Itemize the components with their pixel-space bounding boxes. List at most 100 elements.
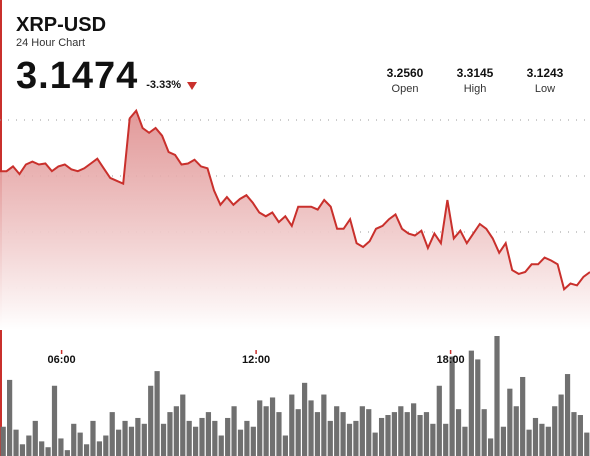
- stat-low: 3.1243 Low: [510, 66, 580, 95]
- stat-high: 3.3145 High: [440, 66, 510, 95]
- volume-bar: [148, 385, 154, 456]
- volume-bar: [500, 426, 507, 456]
- volume-bar: [487, 438, 494, 456]
- volume-bar: [372, 432, 378, 456]
- volume-bar: [180, 394, 186, 456]
- volume-bar: [449, 356, 455, 456]
- volume-bar: [334, 406, 340, 456]
- volume-bar: [186, 420, 192, 456]
- volume-bar: [378, 417, 385, 456]
- volume-bar: [192, 426, 199, 456]
- volume-bar: [83, 444, 90, 456]
- current-price: 3.1474: [16, 55, 139, 97]
- price-row: 3.1474 -3.33%: [16, 55, 198, 97]
- volume-bar: [584, 432, 590, 456]
- volume-bar: [122, 420, 128, 456]
- volume-bar: [282, 435, 288, 456]
- volume-bar: [58, 438, 64, 456]
- volume-bar: [532, 417, 539, 456]
- down-triangle-icon: [187, 82, 198, 90]
- volume-bars: [0, 336, 590, 456]
- volume-bar: [526, 429, 532, 456]
- volume-bar: [404, 412, 410, 456]
- volume-bar: [160, 423, 167, 456]
- volume-bar: [77, 432, 83, 456]
- volume-bar: [436, 385, 442, 456]
- volume-bar: [302, 382, 308, 456]
- volume-bar: [391, 412, 398, 456]
- volume-bar: [552, 406, 558, 456]
- volume-bar: [308, 400, 314, 456]
- volume-bar: [225, 417, 231, 456]
- volume-bar: [116, 429, 122, 456]
- volume-bar: [411, 403, 417, 456]
- volume-bar: [96, 441, 103, 456]
- volume-bar: [513, 406, 519, 456]
- volume-bar: [19, 444, 26, 456]
- volume-bar: [340, 412, 346, 456]
- x-tick-label: 18:00: [437, 354, 465, 366]
- volume-bar: [269, 397, 276, 456]
- volume-bar: [231, 406, 237, 456]
- volume-bar: [443, 423, 449, 456]
- stat-open-value: 3.2560: [386, 66, 424, 80]
- volume-bar: [430, 423, 436, 456]
- volume-bar: [577, 415, 583, 456]
- volume-bar: [51, 385, 58, 456]
- volume-bar: [0, 426, 6, 456]
- volume-bar: [359, 406, 365, 456]
- stats-panel: 3.2560 Open 3.3145 High 3.1243 Low: [370, 66, 580, 95]
- volume-bar: [539, 423, 545, 456]
- price-area: [0, 110, 590, 330]
- volume-bar: [462, 426, 468, 456]
- volume-bar: [366, 409, 372, 456]
- volume-bar: [507, 388, 513, 456]
- price-line: [0, 108, 590, 292]
- volume-bar: [39, 441, 45, 456]
- volume-bar: [26, 435, 32, 456]
- volume-bar: [237, 429, 244, 456]
- volume-bar: [263, 406, 269, 456]
- ticker-symbol: XRP-USD: [16, 14, 107, 36]
- stat-high-value: 3.3145: [456, 66, 494, 80]
- volume-bar: [423, 412, 430, 456]
- volume-bar: [564, 374, 571, 456]
- volume-bar: [468, 350, 474, 456]
- volume-bar: [520, 376, 526, 456]
- x-tick-label: 12:00: [242, 354, 270, 366]
- volume-bar: [218, 435, 224, 456]
- volume-bar: [314, 412, 321, 456]
- chart-header: XRP-USD 24 Hour Chart: [16, 14, 106, 49]
- volume-bar: [199, 417, 205, 456]
- volume-bar: [154, 371, 160, 456]
- volume-bar: [494, 336, 500, 456]
- volume-bar: [45, 447, 51, 456]
- volume-bar: [295, 409, 301, 456]
- x-axis-ticks: 06:00 12:00 18:00: [48, 350, 465, 366]
- volume-bar: [32, 420, 38, 456]
- volume-bar: [558, 394, 564, 456]
- volume-bar: [475, 359, 481, 456]
- volume-bar: [128, 426, 135, 456]
- volume-bar: [64, 450, 70, 456]
- price-change: -3.33%: [146, 79, 182, 91]
- volume-bar: [141, 423, 147, 456]
- volume-bar: [257, 400, 263, 456]
- volume-bar: [250, 426, 256, 456]
- volume-bar: [109, 412, 115, 456]
- volume-bar: [571, 412, 577, 456]
- stat-open-label: Open: [391, 83, 419, 95]
- volume-bar: [398, 406, 404, 456]
- volume-bar: [205, 412, 212, 456]
- stat-open: 3.2560 Open: [370, 66, 440, 95]
- volume-bar: [545, 426, 551, 456]
- volume-bar: [417, 415, 423, 456]
- volume-bar: [212, 420, 218, 456]
- chart-subtitle: 24 Hour Chart: [16, 37, 86, 49]
- volume-bar: [90, 420, 96, 456]
- volume-bar: [385, 415, 391, 456]
- stat-low-label: Low: [534, 83, 556, 95]
- volume-bar: [7, 379, 13, 456]
- volume-bar: [103, 435, 109, 456]
- volume-bar: [353, 420, 359, 456]
